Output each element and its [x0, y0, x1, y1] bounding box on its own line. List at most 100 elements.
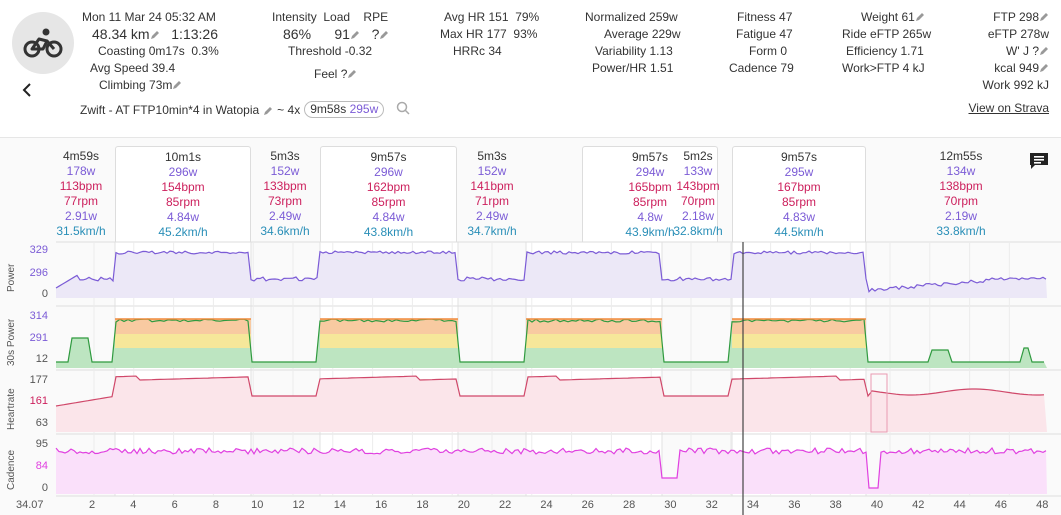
interval-summary-prefix: ~ 4x [277, 102, 301, 117]
back-chevron-icon[interactable] [18, 82, 36, 100]
average-power-label: Average [604, 27, 649, 41]
hr-tick-min: 63 [35, 417, 48, 429]
interval-power: 133w [683, 164, 713, 178]
interval-power: 152w [270, 164, 300, 178]
interval-summary[interactable]: 9m57s 296w 162bpm 85rpm 4.84w 43.8km/h [320, 146, 457, 242]
activity-chart[interactable]: 4m59s 178w 113bpm 77rpm 2.91w 31.5km/h 10m1s 29… [0, 138, 1061, 515]
max-hr-label: Max HR [440, 27, 484, 41]
rpe-label: RPE [363, 10, 389, 24]
ride-eftp-label: Ride eFTP [842, 27, 900, 41]
power30-zone-yellow [526, 334, 662, 348]
summary-column-ftp: FTP 298 eFTP 278w W' J ? kcal 949 Work 9… [949, 9, 1049, 94]
fitness-label: Fitness [737, 10, 776, 24]
heartrate-series-line [55, 375, 1045, 407]
x-tick-label: 24 [540, 499, 553, 511]
climbing-label: Climbing [99, 78, 146, 92]
interval-cadence: 85rpm [165, 195, 200, 209]
intensity-label: Intensity [272, 10, 317, 24]
feel-value[interactable]: ? [340, 67, 348, 81]
view-on-strava-link[interactable]: View on Strava [968, 101, 1050, 115]
wprime-value: ? [1032, 44, 1039, 58]
summary-column-1: Mon 11 Mar 24 05:32 AM 48.34 km 1:13:26 … [82, 9, 219, 94]
search-icon[interactable] [396, 101, 410, 118]
edit-feel-pencil-icon[interactable] [347, 67, 357, 78]
eftp-label: eFTP [987, 27, 1017, 41]
edit-name-pencil-icon[interactable] [263, 105, 273, 115]
summary-column-2: Intensity Load RPE 86% 91 ? Threshold -0… [272, 9, 389, 83]
normalized-label: Normalized [585, 10, 646, 24]
edit-distance-pencil-icon[interactable] [150, 27, 160, 39]
intensity-value: 86% [283, 26, 312, 42]
interval-heartrate: 113bpm [59, 179, 103, 193]
threshold-label: Threshold [288, 44, 342, 58]
power30-tick-max: 314 [29, 310, 48, 322]
x-tick-label: 2 [88, 499, 96, 511]
interval-time: 9m57s [631, 150, 669, 164]
interval-time: 9m58s [310, 102, 347, 116]
activity-plots[interactable] [0, 138, 1061, 515]
cadence-tick-max: 95 [35, 438, 48, 450]
x-tick-label: 8 [212, 499, 219, 511]
activity-name[interactable]: Zwift - AT FTP10min*4 in Watopia [80, 102, 260, 117]
distance-value: 48.34 km [92, 26, 150, 42]
interval-cadence: 70rpm [943, 194, 978, 208]
interval-summary[interactable]: 9m57s 295w 167bpm 85rpm 4.83w 44.5km/h [732, 146, 866, 242]
chart-options-icon[interactable] [1029, 152, 1049, 170]
form-value: 0 [780, 44, 788, 58]
activity-title-row: Zwift - AT FTP10min*4 in Watopia ~ 4x 9m… [80, 101, 410, 118]
interval-summary[interactable]: 10m1s 296w 154bpm 85rpm 4.84w 45.2km/h [115, 146, 251, 242]
interval-summary[interactable]: 12m55s 134w 138bpm 70rpm 2.19w 33.8km/h [866, 146, 1056, 242]
x-tick-label: 44 [953, 499, 966, 511]
rpe-value[interactable]: ? [371, 26, 380, 42]
edit-kcal-pencil-icon[interactable] [1039, 61, 1049, 72]
edit-rpe-pencil-icon[interactable] [379, 27, 389, 39]
interval-summary[interactable]: 5m3s 152w 141bpm 71rpm 2.49w 34.7km/h [458, 146, 526, 242]
power30-zone-orange [115, 319, 251, 334]
x-tick-label: 4 [130, 499, 137, 511]
interval-heartrate: 141bpm [470, 179, 514, 193]
interval-summary[interactable]: 9m57s 294w 165bpm 85rpm 4.8w 43.9km/h [582, 146, 718, 242]
edit-ftp-pencil-icon[interactable] [1039, 10, 1049, 21]
cadence-tick-min: 0 [41, 482, 48, 494]
x-tick-label: 46 [994, 499, 1008, 511]
interval-summary[interactable]: 5m2s 133w 143bpm 70rpm 2.18w 32.8km/h [664, 146, 732, 242]
interval-time: 4m59s [62, 149, 100, 163]
x-tick-label: 40 [870, 499, 884, 511]
interval-heartrate: 133bpm [263, 179, 307, 193]
interval-cadence: 71rpm [474, 194, 509, 208]
coasting-percent: 0.3% [191, 44, 219, 58]
activity-start-time: 05:32 AM [165, 10, 216, 24]
interval-power: 178w [66, 164, 96, 178]
power30-zone-yellow [732, 334, 866, 348]
bicycle-icon [23, 28, 63, 58]
fatigue-label: Fatigue [736, 27, 777, 41]
x-tick-label: 38 [829, 499, 842, 511]
interval-heartrate: 167bpm [777, 180, 821, 194]
x-tick-label: 34 [746, 499, 760, 511]
edit-weight-pencil-icon[interactable] [915, 10, 925, 21]
edit-wprime-pencil-icon[interactable] [1039, 44, 1049, 55]
interval-summary[interactable]: 5m3s 152w 133bpm 73rpm 2.49w 34.6km/h [251, 146, 319, 242]
x-tick-label: 10 [251, 499, 264, 511]
power-series-line [55, 250, 1047, 293]
load-label: Load [323, 10, 351, 24]
edit-climbing-pencil-icon[interactable] [172, 78, 182, 89]
interval-cadence: 85rpm [781, 195, 816, 209]
x-tick-label: 20 [457, 499, 470, 511]
avg-hr-percent: 79% [515, 10, 540, 24]
max-hr-value: 177 [486, 27, 507, 41]
wprime-label: W' J [1006, 44, 1029, 58]
kcal-value: 949 [1018, 61, 1039, 75]
power-tick-mid: 296 [29, 267, 48, 279]
interval-heartrate: 138bpm [939, 179, 983, 193]
interval-summary[interactable]: 4m59s 178w 113bpm 77rpm 2.91w 31.5km/h [56, 146, 106, 242]
hr-tick-mid: 161 [29, 395, 48, 407]
interval-summary-pill[interactable]: 9m58s 295w [304, 101, 385, 118]
normalized-value: 259w [649, 10, 678, 24]
interval-heartrate: 154bpm [161, 180, 205, 194]
duration-value: 1:13:26 [171, 26, 218, 42]
edit-load-pencil-icon[interactable] [350, 27, 360, 39]
power-tick-max: 329 [29, 244, 48, 256]
x-tick-label: 32 [705, 499, 718, 511]
x-tick-label: 28 [622, 499, 636, 511]
